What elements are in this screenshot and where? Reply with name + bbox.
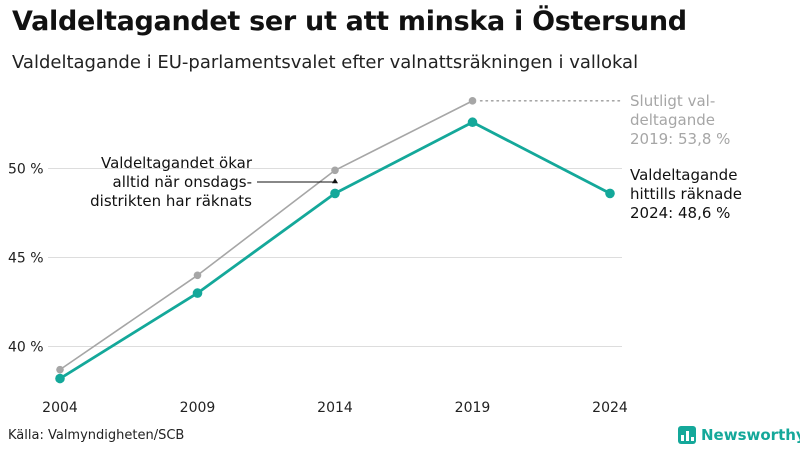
final-annotation-line: deltagande xyxy=(630,111,715,129)
x-tick-label: 2004 xyxy=(42,400,78,416)
y-tick-label: 50 % xyxy=(8,162,44,178)
x-tick-label: 2019 xyxy=(455,400,491,416)
final-data-point xyxy=(468,97,477,105)
note-arrow-head xyxy=(332,178,338,184)
preliminary-annotation-line: Valdeltagande xyxy=(630,166,737,184)
chart-subtitle: Valdeltagande i EU-parlamentsvalet efter… xyxy=(12,52,639,73)
newsworthy-logo: Newsworthy xyxy=(678,426,800,444)
preliminary-annotation-line: 2024: 48,6 % xyxy=(630,204,730,222)
preliminary-data-point xyxy=(605,188,615,199)
chart-logo-icon xyxy=(678,426,696,444)
preliminary-data-point xyxy=(192,288,203,298)
final-data-point xyxy=(56,365,64,374)
note-annotation-line: alltid när onsdags- xyxy=(113,173,252,191)
chart-title: Valdeltagandet ser ut att minska i Öster… xyxy=(12,6,687,37)
final-data-point xyxy=(193,271,202,280)
final-annotation-line: Slutligt val- xyxy=(630,92,715,110)
preliminary-data-point xyxy=(55,373,65,384)
source-note: Källa: Valmyndigheten/SCB xyxy=(8,428,185,443)
brand-name: Newsworthy xyxy=(701,426,800,444)
y-tick-label: 45 % xyxy=(8,251,44,267)
preliminary-annotation-line: hittills räknade xyxy=(630,185,742,203)
final-data-point xyxy=(331,166,339,175)
note-annotation-line: Valdeltagandet ökar xyxy=(101,154,253,172)
preliminary-data-point xyxy=(330,188,340,199)
y-tick-label: 40 % xyxy=(8,340,44,356)
x-tick-label: 2009 xyxy=(180,400,216,416)
note-annotation-line: distrikten har räknats xyxy=(90,192,252,210)
final-series-line xyxy=(59,100,473,371)
final-annotation-line: 2019: 53,8 % xyxy=(630,130,730,148)
x-tick-label: 2014 xyxy=(317,400,353,416)
preliminary-data-point xyxy=(467,117,478,128)
x-tick-label: 2024 xyxy=(592,400,628,416)
